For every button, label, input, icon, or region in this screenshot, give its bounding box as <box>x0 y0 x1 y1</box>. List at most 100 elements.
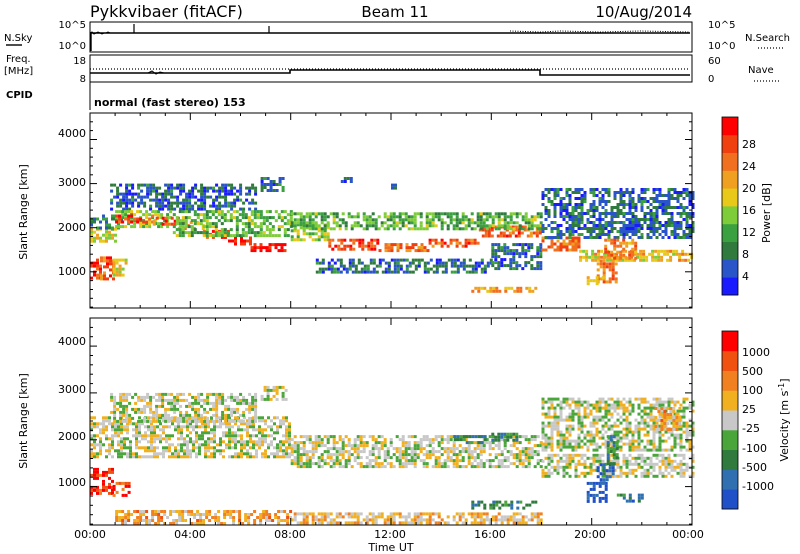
velocity-cell <box>356 447 360 451</box>
power-cell <box>200 189 204 193</box>
freq-tick-top: 18 <box>73 56 86 67</box>
power-cell <box>664 206 668 209</box>
power-cell <box>515 215 519 219</box>
velocity-cell <box>320 453 324 457</box>
velocity-cell <box>386 453 390 457</box>
velocity-cell <box>209 401 213 405</box>
power-cell <box>223 231 227 235</box>
velocity-cell <box>536 453 540 457</box>
velocity-cell <box>255 440 258 444</box>
velocity-cell <box>649 409 653 413</box>
power-cell <box>235 234 239 238</box>
power-cell <box>497 267 501 271</box>
velocity-cell <box>685 465 689 469</box>
velocity-cell <box>161 395 165 399</box>
velocity-cell <box>664 439 668 443</box>
power-cell <box>181 219 185 223</box>
velocity-cell <box>308 441 312 445</box>
power-cell <box>643 200 647 203</box>
velocity-cell <box>144 455 147 459</box>
velocity-cell <box>455 465 459 469</box>
velocity-cell <box>258 425 261 429</box>
velocity-cell <box>191 395 195 399</box>
velocity-cell <box>317 459 321 463</box>
velocity-cell <box>258 443 261 447</box>
power-cell <box>167 198 171 202</box>
power-cell <box>574 203 578 206</box>
velocity-cell <box>149 404 153 408</box>
power-cell <box>640 197 644 200</box>
velocity-cell <box>515 447 519 451</box>
power-cell <box>131 201 135 205</box>
power-cell <box>687 258 691 262</box>
power-cell <box>161 204 165 208</box>
power-cell <box>343 180 347 183</box>
power-cell <box>596 268 600 272</box>
velocity-cell <box>637 406 641 410</box>
power-cell <box>652 191 656 194</box>
power-cell <box>401 224 405 228</box>
velocity-cell <box>670 468 674 472</box>
power-cell <box>601 227 605 230</box>
velocity-cell <box>389 462 393 466</box>
velocity-cell <box>559 442 563 446</box>
power-cell <box>497 246 501 250</box>
power-cell <box>115 220 119 224</box>
power-cell <box>363 267 367 271</box>
velocity-cell <box>221 413 225 417</box>
power-cell <box>203 195 207 199</box>
power-cell <box>396 267 400 271</box>
power-cell <box>631 238 635 242</box>
velocity-cell <box>547 406 551 410</box>
velocity-cell <box>616 406 620 410</box>
velocity-cell <box>574 403 578 407</box>
power-cell <box>290 221 294 225</box>
power-cell <box>631 221 635 224</box>
power-cell <box>420 258 424 262</box>
power-cell <box>574 206 578 209</box>
power-cell <box>518 264 522 268</box>
power-cell <box>685 236 689 239</box>
velocity-cell <box>500 450 504 454</box>
velocity-cell <box>114 431 117 435</box>
power-cell <box>167 222 171 226</box>
power-cell <box>533 218 537 222</box>
velocity-cell <box>628 409 632 413</box>
power-cell <box>556 203 560 206</box>
power-cell <box>254 192 258 196</box>
velocity-cell <box>592 442 596 446</box>
power-cell <box>268 246 272 250</box>
velocity-cell <box>288 428 291 432</box>
velocity-cell <box>225 434 228 438</box>
power-cell <box>244 225 248 229</box>
velocity-cell <box>589 403 593 407</box>
power-cell <box>253 243 257 247</box>
power-cell <box>616 209 620 212</box>
power-cell <box>628 218 632 221</box>
velocity-cell <box>143 410 147 414</box>
velocity-cell <box>131 416 135 420</box>
power-cell <box>652 233 656 236</box>
velocity-cell <box>383 456 387 460</box>
velocity-cell <box>643 427 647 431</box>
power-cell <box>524 212 528 216</box>
velocity-cell <box>634 459 638 463</box>
velocity-cell <box>688 403 692 407</box>
velocity-cell <box>464 465 468 469</box>
power-cell <box>373 247 377 251</box>
velocity-cell <box>640 448 644 452</box>
power-cell <box>628 227 632 230</box>
velocity-cell <box>613 474 617 478</box>
power-cell <box>330 267 334 271</box>
velocity-cell <box>679 471 683 475</box>
power-cell <box>387 243 391 247</box>
velocity-cell <box>637 462 641 466</box>
power-cell <box>464 215 468 219</box>
power-cell <box>506 249 510 253</box>
power-cell <box>416 227 420 231</box>
power-cell <box>127 220 131 224</box>
velocity-cell <box>640 459 644 463</box>
velocity-cell <box>188 404 192 408</box>
velocity-cell <box>183 440 186 444</box>
velocity-cell <box>90 425 93 429</box>
